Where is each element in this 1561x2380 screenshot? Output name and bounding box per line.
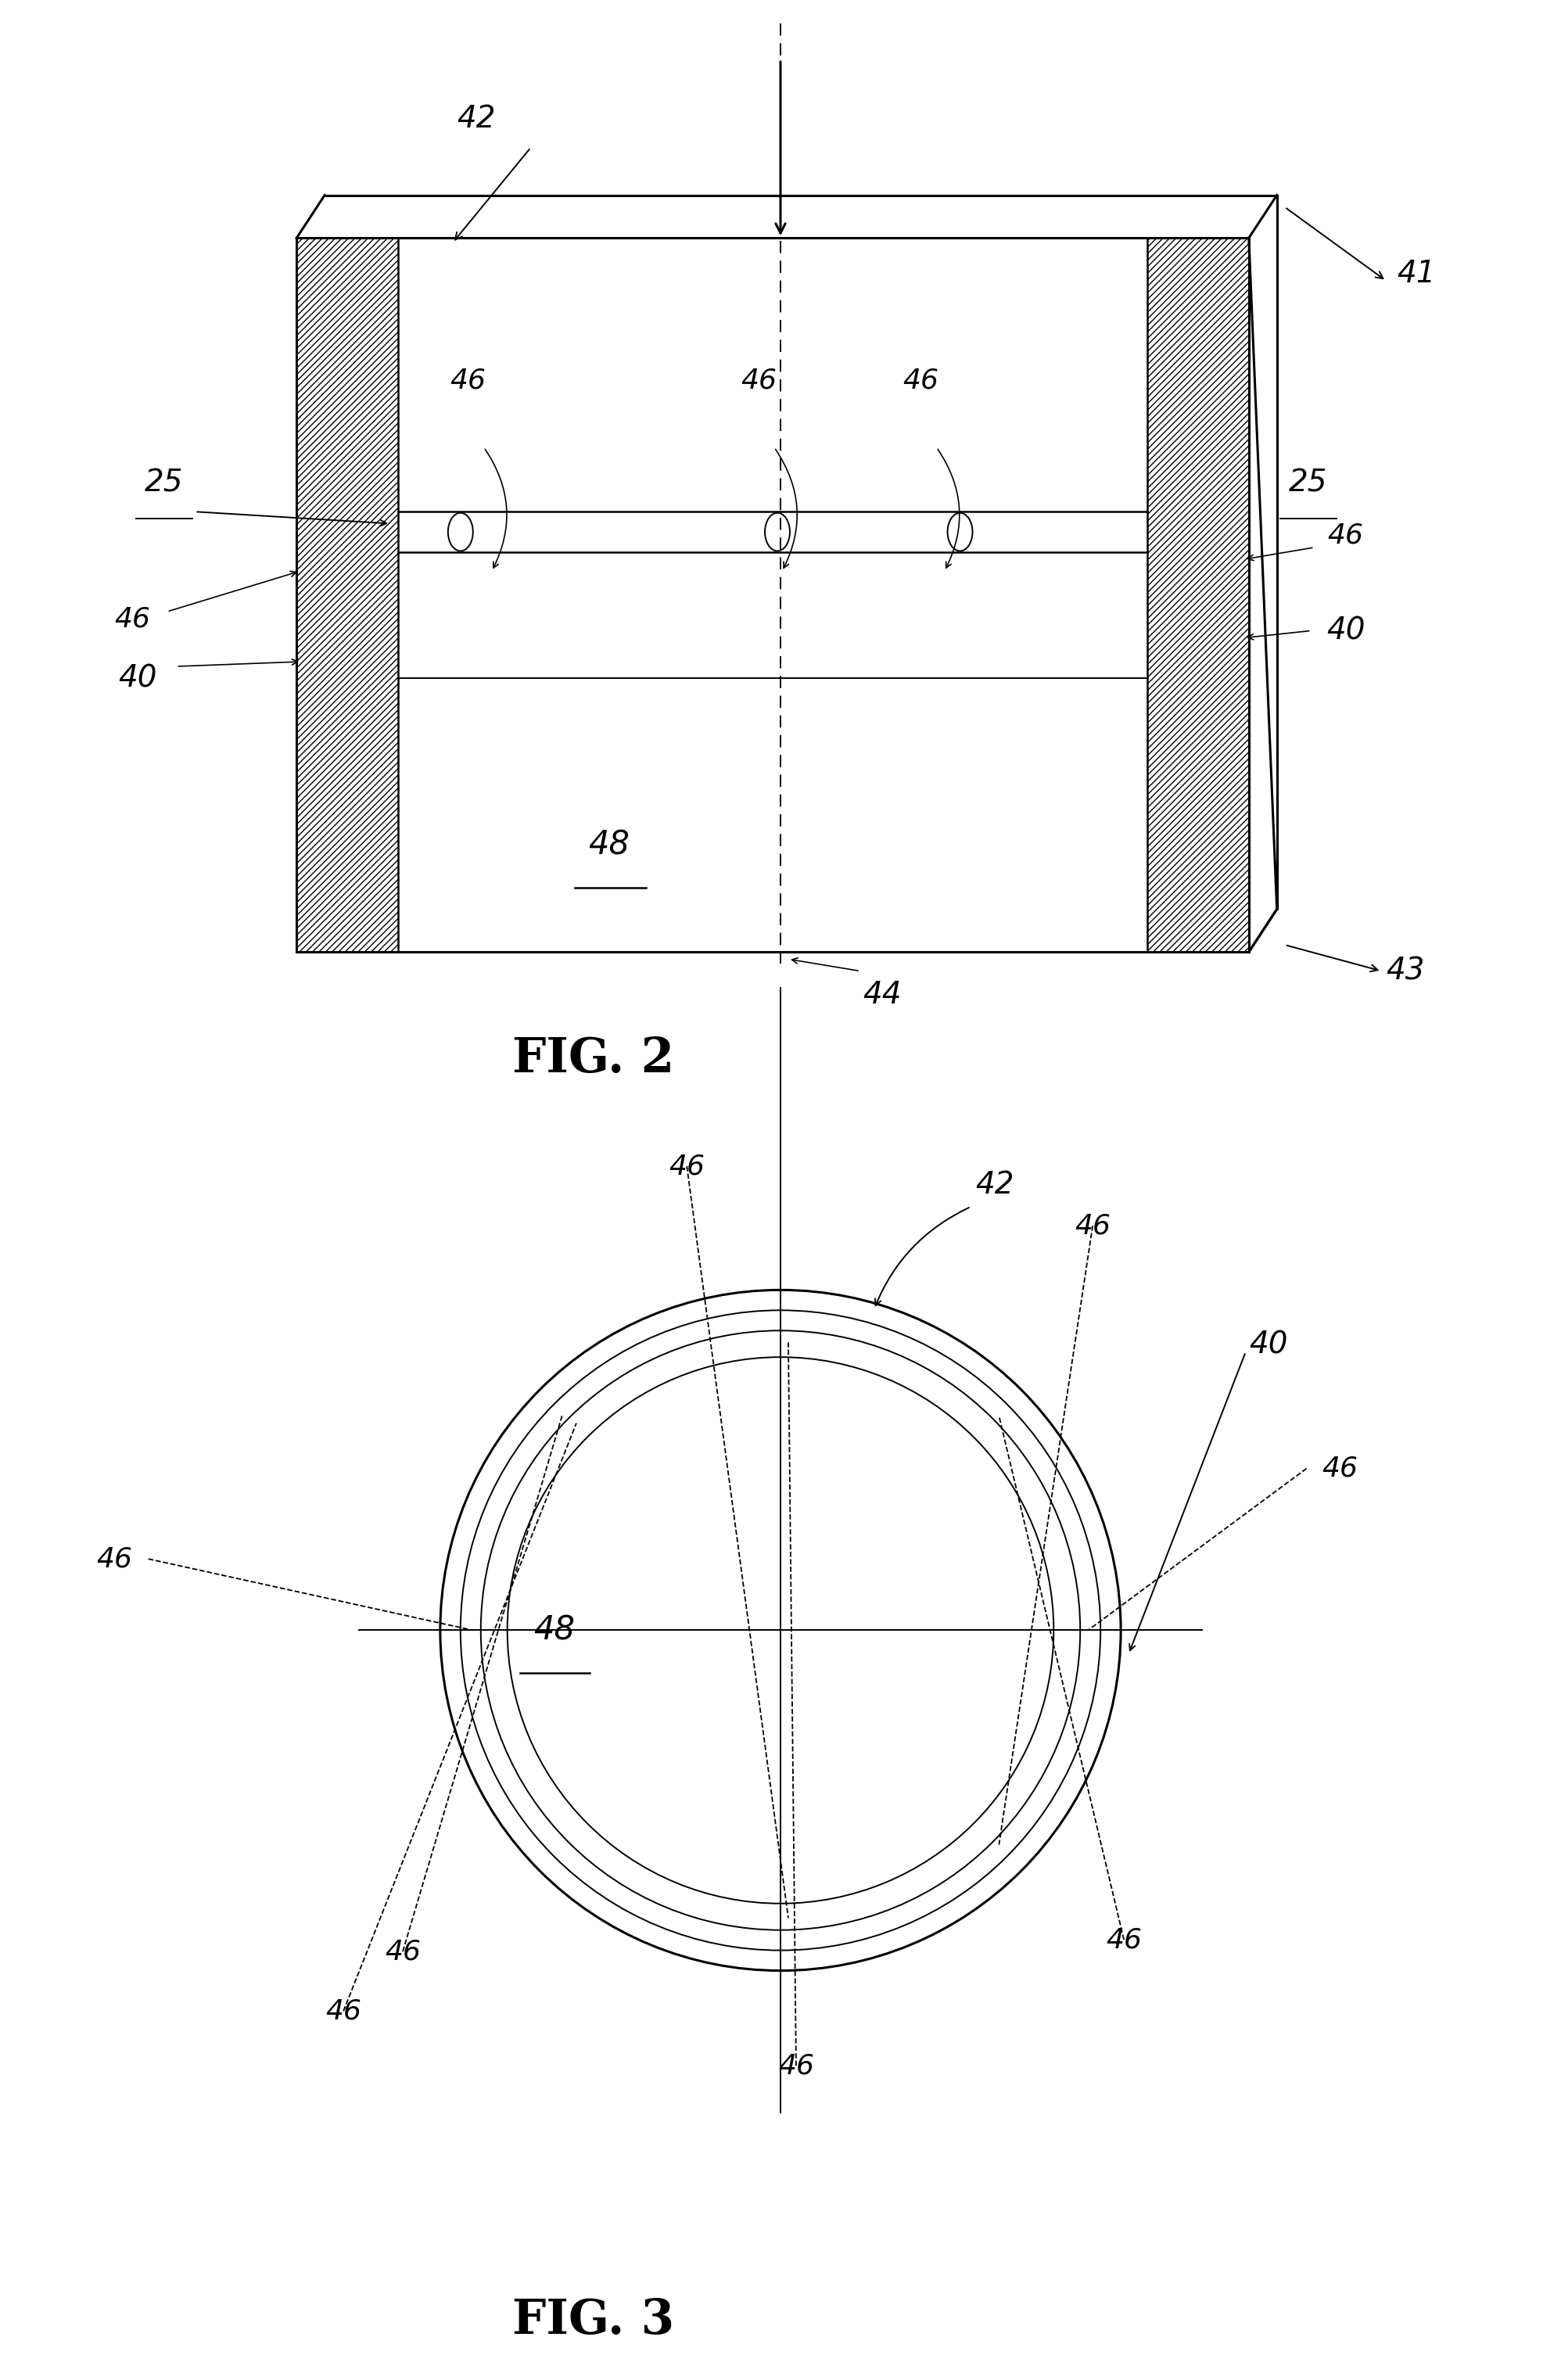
Text: 40: 40 bbox=[119, 664, 156, 693]
Text: 46: 46 bbox=[384, 1937, 421, 1966]
Bar bbox=[1147, 238, 1249, 952]
Text: 41: 41 bbox=[1397, 259, 1436, 288]
Text: 46: 46 bbox=[450, 367, 487, 395]
Bar bbox=[297, 238, 398, 952]
Text: 40: 40 bbox=[1249, 1330, 1288, 1359]
Text: 46: 46 bbox=[114, 605, 151, 633]
Text: 46: 46 bbox=[1322, 1454, 1358, 1483]
Text: 48: 48 bbox=[588, 828, 629, 862]
Text: 46: 46 bbox=[97, 1545, 133, 1573]
Text: 48: 48 bbox=[534, 1614, 574, 1647]
Text: 46: 46 bbox=[1074, 1211, 1111, 1240]
Text: 46: 46 bbox=[325, 1997, 362, 2025]
Text: 25: 25 bbox=[145, 469, 183, 497]
Text: 46: 46 bbox=[777, 2052, 815, 2080]
Text: 46: 46 bbox=[668, 1152, 706, 1180]
Text: 25: 25 bbox=[1289, 469, 1327, 497]
Text: 40: 40 bbox=[1327, 616, 1364, 645]
Text: FIG. 3: FIG. 3 bbox=[512, 2297, 674, 2344]
Text: 42: 42 bbox=[457, 105, 495, 133]
Text: 46: 46 bbox=[902, 367, 940, 395]
Text: 43: 43 bbox=[1386, 957, 1425, 985]
Text: FIG. 2: FIG. 2 bbox=[512, 1035, 674, 1083]
Text: 42: 42 bbox=[976, 1171, 1015, 1200]
Text: 46: 46 bbox=[740, 367, 777, 395]
Text: 46: 46 bbox=[1105, 1925, 1143, 1954]
Text: 44: 44 bbox=[863, 981, 901, 1009]
Text: 46: 46 bbox=[1327, 521, 1364, 550]
